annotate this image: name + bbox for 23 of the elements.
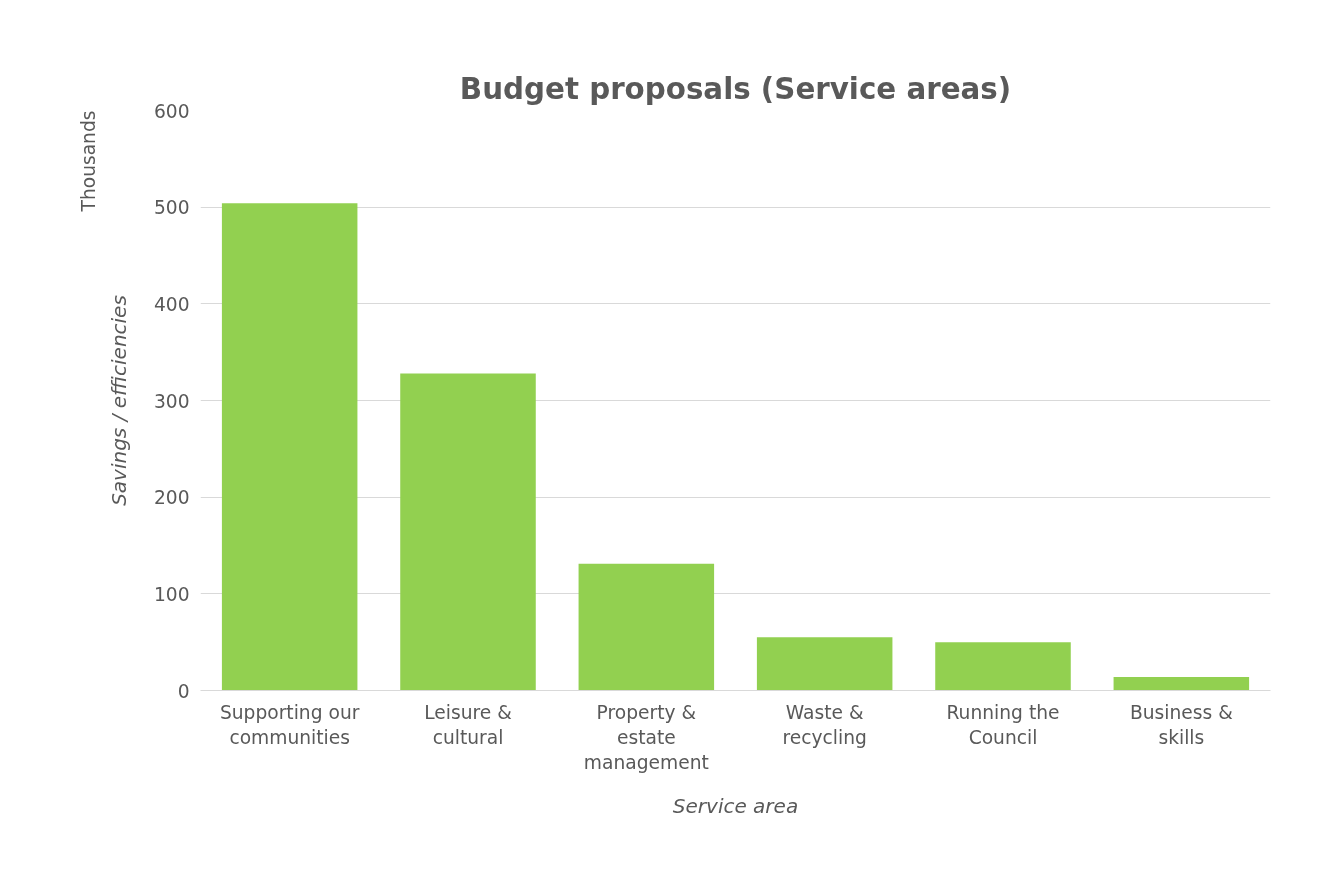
y-tick-label: 500 bbox=[153, 197, 190, 219]
y-tick-label: 0 bbox=[177, 680, 190, 702]
bar bbox=[221, 203, 358, 691]
x-axis-title: Service area bbox=[672, 793, 799, 818]
x-tick-label: Property & estate management bbox=[583, 701, 709, 773]
bar bbox=[578, 563, 715, 691]
y-axis-title: Savings / efficiencies bbox=[106, 295, 131, 506]
chart-title: Budget proposals (Service areas) bbox=[459, 71, 1012, 106]
x-tick-label: Leisure & cultural bbox=[424, 701, 512, 748]
x-tick-label: Running the Council bbox=[946, 701, 1060, 748]
bar bbox=[756, 637, 893, 691]
y-tick-label: 100 bbox=[153, 583, 190, 605]
x-tick-label: Business & skills bbox=[1129, 701, 1233, 748]
y-tick-label: 400 bbox=[153, 293, 190, 315]
x-tick-label: Supporting our communities bbox=[219, 701, 360, 748]
y-tick-label: 200 bbox=[153, 487, 190, 509]
y-tick-label: 600 bbox=[153, 100, 190, 122]
x-tick-label: Waste & recycling bbox=[782, 701, 867, 748]
bar bbox=[400, 373, 536, 691]
bar bbox=[1113, 676, 1250, 691]
text: Thousands bbox=[77, 110, 99, 213]
y-tick-label: 300 bbox=[153, 390, 190, 412]
bar bbox=[935, 642, 1071, 691]
